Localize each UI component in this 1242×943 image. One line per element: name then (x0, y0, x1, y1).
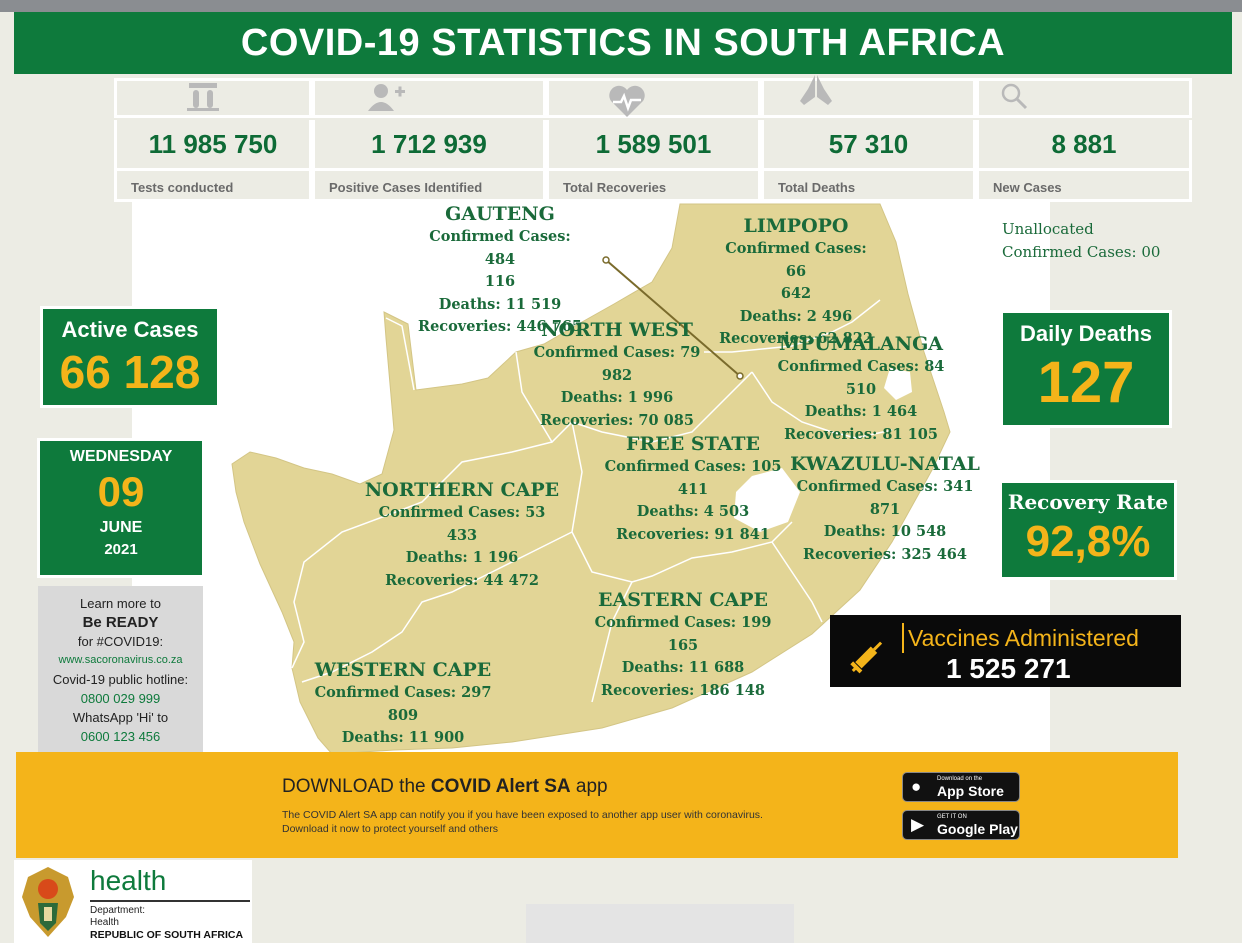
coat-of-arms-icon (22, 867, 74, 937)
date-day: 09 (97, 468, 145, 515)
date-year: 2021 (104, 541, 138, 558)
province-name: KWAZULU-NATAL (790, 453, 980, 475)
daily-deaths-label: Daily Deaths (1019, 321, 1153, 346)
province-name: NORTHERN CAPE (364, 479, 560, 501)
province-eastern-cape: EASTERN CAPE Confirmed Cases: 199 165 De… (594, 589, 772, 699)
stat-recoveries: 1 589 501 Total Recoveries (546, 78, 761, 202)
stat-value: 1 589 501 (546, 120, 761, 168)
vaccines-value: 1 525 271 (946, 653, 1071, 684)
banner-description: The COVID Alert SA app can notify you if… (282, 809, 763, 835)
whatsapp-number: 0600 123 456 (80, 729, 161, 744)
stat-label: Tests conducted (114, 168, 312, 202)
be-ready-box: Learn more to Be READY for #COVID19: www… (38, 586, 203, 754)
stat-positive: 1 712 939 Positive Cases Identified (312, 78, 546, 202)
magnifier-icon (999, 81, 1029, 119)
province-gauteng: GAUTENG Confirmed Cases: 484 116 Deaths:… (412, 202, 588, 339)
province-name: NORTH WEST (541, 319, 693, 341)
stat-value: 11 985 750 (114, 120, 312, 168)
syringe-icon (850, 641, 883, 674)
page-title: COVID-19 STATISTICS IN SOUTH AFRICA (14, 12, 1232, 74)
stat-label: Total Deaths (761, 168, 976, 202)
banner-title: DOWNLOAD the COVID Alert SA app (282, 776, 608, 797)
gauteng-pointer (605, 259, 741, 377)
website-link[interactable]: www.sacoronavirus.co.za (58, 654, 183, 666)
health-wordmark: health (90, 865, 167, 896)
province-name: MPUMALANGA (778, 333, 944, 355)
daily-deaths-value: 127 (1037, 350, 1135, 415)
add-person-icon (365, 81, 407, 121)
vaccines-box: Vaccines Administered 1 525 271 (830, 615, 1181, 687)
date-weekday: WEDNESDAY (69, 448, 173, 465)
google-play-button[interactable]: ▶ GET IT ON Google Play (902, 810, 1020, 840)
stat-label: Positive Cases Identified (312, 168, 546, 202)
stat-value: 57 310 (761, 120, 976, 168)
apple-icon: ● (911, 777, 922, 796)
heartbeat-icon (607, 83, 647, 127)
vaccines-label: Vaccines Administered (902, 623, 1139, 653)
stat-label: Total Recoveries (546, 168, 761, 202)
unallocated-cases: Unallocated Confirmed Cases: 00 (1002, 220, 1161, 261)
recovery-rate-label: Recovery Rate (1007, 490, 1169, 514)
stat-tests: 11 985 750 Tests conducted (114, 78, 312, 202)
province-mpumalanga: MPUMALANGA Confirmed Cases: 84 510 Death… (766, 332, 956, 446)
active-cases-label: Active Cases (61, 317, 199, 342)
province-north-west: NORTH WEST Confirmed Cases: 79 982 Death… (518, 318, 716, 432)
stat-label: New Cases (976, 168, 1192, 202)
province-limpopo: LIMPOPO Confirmed Cases: 66 642 Deaths: … (714, 214, 878, 351)
province-free-state: FREE STATE Confirmed Cases: 105 411 Deat… (604, 433, 782, 543)
province-name: FREE STATE (625, 433, 760, 455)
province-name: EASTERN CAPE (598, 589, 768, 611)
date-box: WEDNESDAY 09 JUNE 2021 (37, 438, 205, 578)
app-store-button[interactable]: ● Download on the App Store (902, 772, 1020, 802)
play-icon: ▶ (911, 815, 925, 834)
download-banner: DOWNLOAD the COVID Alert SA app The COVI… (16, 752, 1178, 858)
health-department-logo: health Department: Health REPUBLIC OF SO… (14, 860, 252, 943)
daily-deaths-box: Daily Deaths 127 (1000, 310, 1172, 428)
praying-hands-icon (796, 71, 836, 119)
recovery-rate-value: 92,8% (1025, 517, 1151, 566)
infographic: COVID-19 STATISTICS IN SOUTH AFRICA 11 9… (0, 12, 1242, 943)
stat-new-cases: 8 881 New Cases (976, 78, 1192, 202)
south-africa-map (231, 203, 951, 755)
lesotho (734, 468, 800, 532)
stat-value: 1 712 939 (312, 120, 546, 168)
date-month: JUNE (99, 519, 143, 536)
recovery-rate-box: Recovery Rate 92,8% (999, 480, 1177, 580)
province-name: WESTERN CAPE (314, 659, 492, 681)
province-western-cape: WESTERN CAPE Confirmed Cases: 297 809 De… (314, 659, 492, 746)
test-tubes-icon (183, 81, 223, 121)
province-northern-cape: NORTHERN CAPE Confirmed Cases: 53 433 De… (362, 478, 562, 592)
eswatini (884, 368, 912, 400)
hotline-number: 0800 029 999 (80, 691, 161, 706)
stat-value: 8 881 (976, 120, 1192, 168)
active-cases-value: 66 128 (59, 346, 201, 398)
footer-placeholder (526, 904, 794, 943)
province-name: LIMPOPO (743, 215, 849, 237)
stat-deaths: 57 310 Total Deaths (761, 75, 976, 202)
province-name: GAUTENG (445, 203, 555, 225)
active-cases-box: Active Cases 66 128 (40, 306, 220, 408)
province-kwazulu-natal: KWAZULU-NATAL Confirmed Cases: 341 871 D… (782, 452, 988, 566)
